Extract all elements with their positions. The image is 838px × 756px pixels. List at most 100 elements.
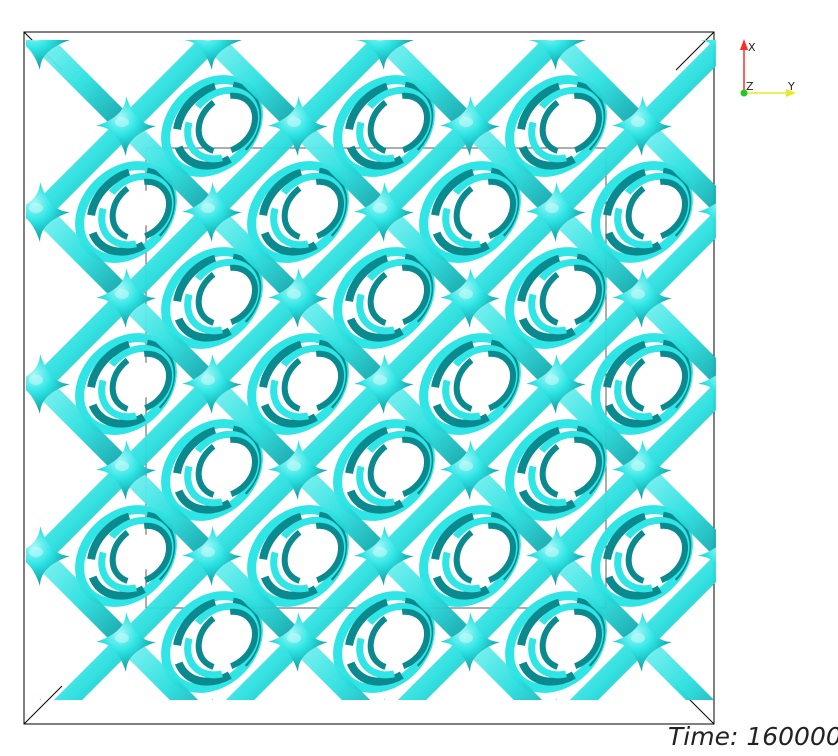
- lattice-node-highlight: [717, 375, 731, 385]
- lattice-node-highlight: [287, 633, 301, 643]
- lattice-node-highlight: [115, 633, 129, 643]
- lattice-node: [26, 526, 70, 586]
- lattice-node-highlight: [203, 40, 213, 41]
- lattice-hole: [124, 190, 162, 228]
- axis-y-cone: [786, 89, 796, 97]
- lattice-hole: [382, 620, 420, 658]
- lattice-node: [698, 375, 716, 393]
- lattice-ring: [625, 350, 689, 414]
- lattice-hole: [210, 276, 248, 314]
- lattice-node: [26, 354, 70, 414]
- lattice-strut: [546, 40, 652, 136]
- lattice-node-highlight: [545, 547, 559, 557]
- lattice-strut: [569, 632, 652, 700]
- lattice-strut: [460, 40, 566, 136]
- lattice-strut: [632, 553, 716, 652]
- axis-z-dot: [740, 89, 748, 97]
- lattice-ring: [453, 178, 517, 242]
- lattice-strut: [116, 116, 222, 222]
- lattice-node-highlight: [29, 203, 43, 213]
- lattice-strut: [288, 202, 394, 308]
- lattice-hole: [468, 362, 506, 400]
- lattice-hole: [296, 362, 334, 400]
- lattice-node-highlight: [373, 547, 387, 557]
- lattice-strut: [546, 288, 652, 394]
- lattice-strut: [225, 632, 308, 700]
- lattice-strut: [202, 374, 308, 480]
- orientation-axes: X Y Z: [735, 36, 805, 102]
- lattice-node-highlight: [459, 289, 473, 299]
- lattice-node-highlight: [201, 203, 215, 213]
- lattice-strut: [116, 632, 199, 700]
- lattice-node-highlight: [31, 40, 41, 41]
- lattice-strut: [546, 116, 652, 222]
- lattice-ring: [195, 264, 259, 328]
- lattice-node-highlight: [459, 117, 473, 127]
- lattice-ring: [195, 92, 259, 156]
- lattice-strut: [30, 40, 136, 136]
- lattice-node: [698, 203, 716, 221]
- lattice-hole: [210, 448, 248, 486]
- axis-y-label: Y: [787, 80, 795, 93]
- lattice-hole: [296, 190, 334, 228]
- lattice-node-highlight: [287, 117, 301, 127]
- lattice-node-highlight: [287, 461, 301, 471]
- lattice-ring: [453, 350, 517, 414]
- lattice-strut: [288, 460, 394, 566]
- lattice-hole: [210, 620, 248, 658]
- lattice-node-highlight: [115, 461, 129, 471]
- isosurface-lattice: [26, 31, 731, 700]
- lattice-strut: [460, 116, 566, 222]
- lattice-strut: [288, 546, 394, 652]
- lattice-strut: [460, 546, 566, 652]
- lattice-ring: [281, 350, 345, 414]
- lattice-node-highlight: [115, 117, 129, 127]
- lattice-strut: [116, 460, 222, 566]
- lattice-hole: [296, 534, 334, 572]
- lattice-hole: [382, 104, 420, 142]
- lattice-strut: [632, 288, 716, 387]
- lattice-hole: [382, 448, 420, 486]
- lattice-strut: [288, 374, 394, 480]
- lattice-hole: [210, 104, 248, 142]
- lattice-hole: [554, 276, 592, 314]
- lattice-node-highlight: [717, 31, 731, 41]
- lattice-strut: [460, 202, 566, 308]
- lattice-ring: [539, 92, 603, 156]
- lattice-strut: [30, 374, 136, 480]
- lattice-strut: [460, 460, 566, 566]
- lattice-hole: [554, 620, 592, 658]
- lattice-strut: [116, 374, 222, 480]
- lattice-hole: [124, 534, 162, 572]
- lattice-node-highlight: [115, 289, 129, 299]
- lattice-strut: [546, 374, 652, 480]
- lattice-ring: [539, 436, 603, 500]
- lattice-ring: [625, 178, 689, 242]
- lattice-strut: [202, 116, 308, 222]
- lattice-hole: [640, 534, 678, 572]
- axis-x-label: X: [748, 41, 756, 54]
- lattice-node-highlight: [459, 461, 473, 471]
- lattice-ring: [539, 608, 603, 672]
- lattice-strut: [202, 460, 308, 566]
- lattice-strut: [30, 288, 136, 394]
- lattice-strut: [632, 381, 716, 480]
- lattice-ring: [195, 436, 259, 500]
- lattice-node: [555, 698, 557, 700]
- lattice-ring: [367, 608, 431, 672]
- lattice-strut: [116, 546, 222, 652]
- lattice-hole: [468, 190, 506, 228]
- lattice-strut: [30, 116, 136, 222]
- lattice-node-highlight: [29, 547, 43, 557]
- lattice-node-highlight: [201, 547, 215, 557]
- lattice-node: [182, 40, 242, 70]
- lattice-strut: [632, 40, 716, 136]
- lattice-strut: [374, 460, 480, 566]
- lattice-node-highlight: [547, 40, 557, 41]
- lattice-strut: [460, 288, 566, 394]
- lattice-strut: [546, 202, 652, 308]
- lattice-hole: [554, 104, 592, 142]
- lattice-ring: [367, 92, 431, 156]
